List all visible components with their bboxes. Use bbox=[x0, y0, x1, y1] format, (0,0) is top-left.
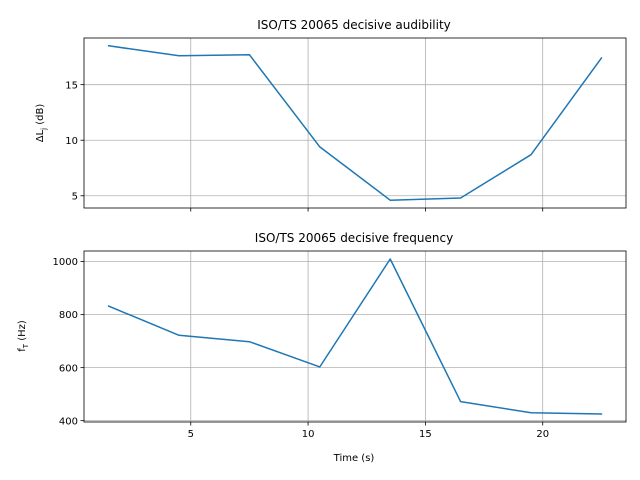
y-tick-label: 10 bbox=[65, 136, 78, 147]
x-tick-label: 10 bbox=[302, 429, 315, 440]
y-tick-label: 5 bbox=[72, 191, 78, 202]
series-line bbox=[107, 258, 603, 415]
series-line bbox=[107, 44, 603, 201]
chart-title-audibility: ISO/TS 20065 decisive audibility bbox=[257, 18, 451, 32]
y-axis-label-audibility: ΔLj (dB) bbox=[35, 104, 48, 143]
y-tick-label: 600 bbox=[59, 363, 78, 374]
ticks-frequency: 5 10 15 20 400 600 800 1000 bbox=[53, 257, 550, 440]
gridlines-audibility bbox=[84, 38, 626, 208]
subplot-audibility: ISO/TS 20065 decisive audibility 5 10 15 Δ… bbox=[35, 18, 627, 212]
x-axis-label: Time (s) bbox=[333, 453, 375, 464]
axes-frame-audibility bbox=[83, 37, 627, 209]
subplot-frequency: ISO/TS 20065 decisive frequency 5 10 15 20 4… bbox=[17, 231, 627, 464]
gridlines-frequency bbox=[84, 251, 626, 422]
series-frequency bbox=[107, 258, 603, 415]
ticks-audibility: 5 10 15 bbox=[65, 80, 544, 212]
y-tick-label: 400 bbox=[59, 416, 78, 427]
y-tick-label: 800 bbox=[59, 310, 78, 321]
y-tick-label: 15 bbox=[65, 80, 78, 91]
x-tick-label: 5 bbox=[188, 429, 194, 440]
axes-frame-frequency bbox=[83, 250, 627, 423]
series-audibility bbox=[107, 44, 603, 201]
chart-title-frequency: ISO/TS 20065 decisive frequency bbox=[255, 231, 453, 245]
x-tick-label: 15 bbox=[419, 429, 432, 440]
y-axis-label-frequency: fT (Hz) bbox=[17, 320, 30, 352]
x-tick-label: 20 bbox=[536, 429, 549, 440]
y-tick-label: 1000 bbox=[53, 257, 78, 268]
